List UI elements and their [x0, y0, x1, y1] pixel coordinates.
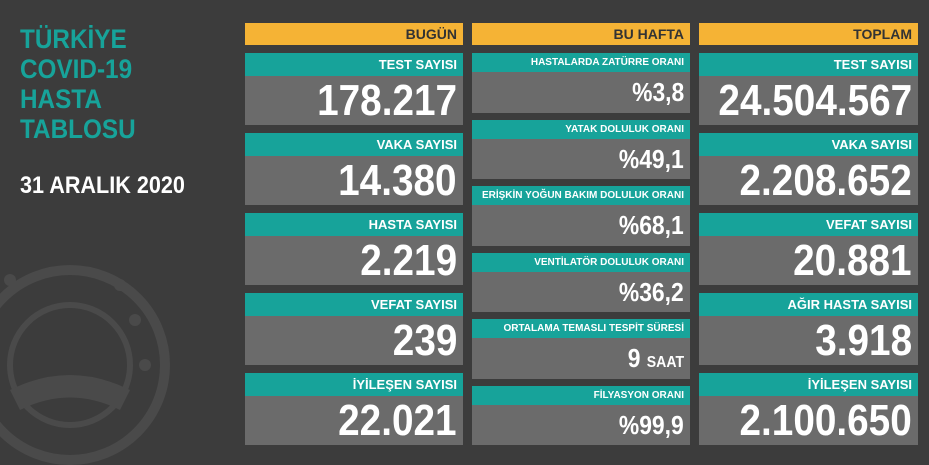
stat-card: ORTALAMA TEMASLI TESPİT SÜRESİ 9 SAAT	[472, 319, 690, 379]
card-value: %3,8	[632, 72, 684, 113]
value-text: %49,1	[619, 143, 684, 174]
card-label: FİLYASYON ORANI	[472, 385, 690, 405]
title-line: TÜRKİYE	[20, 24, 127, 54]
emblem	[0, 265, 170, 465]
card-value: 2.208.652	[740, 156, 912, 205]
value-text: 14.380	[338, 156, 457, 205]
stat-card: FİLYASYON ORANI %99,9	[472, 385, 690, 446]
title-line: TABLOSU	[20, 114, 136, 144]
card-label: YATAK DOLULUK ORANI	[472, 119, 690, 139]
card-label: AĞIR HASTA SAYISI	[699, 293, 918, 316]
card-label: HASTALARDA ZATÜRRE ORANI	[472, 53, 690, 72]
stat-card: İYİLEŞEN SAYISI 2.100.650	[699, 373, 918, 445]
column-header: BU HAFTA	[472, 23, 690, 45]
stat-card: ERİŞKİN YOĞUN BAKIM DOLULUK ORANI %68,1	[472, 186, 690, 246]
stat-card: VEFAT SAYISI 20.881	[699, 213, 918, 285]
stat-card: TEST SAYISI 24.504.567	[699, 53, 918, 125]
card-label: VAKA SAYISI	[699, 133, 918, 156]
date: 31 ARALIK 2020	[20, 172, 185, 199]
stat-card: TEST SAYISI 178.217	[245, 53, 463, 125]
card-value: 24.504.567	[718, 76, 912, 125]
card-value: 20.881	[794, 236, 912, 285]
value-text: 2.208.652	[739, 156, 912, 205]
card-label: İYİLEŞEN SAYISI	[699, 373, 918, 396]
value-text: 9	[627, 343, 641, 373]
value-text: 2.100.650	[739, 396, 912, 445]
column-header: BUGÜN	[245, 23, 463, 45]
column-header: TOPLAM	[699, 23, 918, 45]
value-text: 22.021	[338, 396, 457, 445]
title-line: HASTA	[20, 84, 102, 114]
stat-card: AĞIR HASTA SAYISI 3.918	[699, 293, 918, 365]
card-value: 239	[392, 316, 457, 365]
value-text: %68,1	[619, 210, 684, 240]
value-text: %99,9	[619, 409, 684, 440]
value-unit: SAAT	[646, 354, 684, 371]
stat-card: İYİLEŞEN SAYISI 22.021	[245, 373, 463, 445]
value-text: 178.217	[317, 76, 457, 125]
stat-card: VENTİLATÖR DOLULUK ORANI %36,2	[472, 252, 690, 313]
title: TÜRKİYE COVID-19 HASTA TABLOSU	[20, 24, 136, 144]
card-value: 178.217	[317, 76, 457, 125]
value-text: 239	[392, 316, 457, 365]
card-value: 2.219	[360, 236, 457, 285]
stat-card: HASTA SAYISI 2.219	[245, 213, 463, 285]
card-label: HASTA SAYISI	[245, 213, 463, 236]
value-text: %36,2	[619, 276, 684, 307]
card-value: %99,9	[619, 405, 684, 446]
card-value: 9 SAAT	[628, 338, 684, 379]
card-value: %36,2	[619, 272, 684, 313]
card-value: 3.918	[815, 316, 912, 365]
title-line: COVID-19	[20, 54, 133, 84]
card-label: ORTALAMA TEMASLI TESPİT SÜRESİ	[472, 319, 690, 338]
card-label: İYİLEŞEN SAYISI	[245, 373, 463, 396]
stat-card: VEFAT SAYISI 239	[245, 293, 463, 365]
stat-card: VAKA SAYISI 14.380	[245, 133, 463, 205]
value-text: %3,8	[631, 77, 684, 107]
card-value: 2.100.650	[740, 396, 912, 445]
card-label: VENTİLATÖR DOLULUK ORANI	[472, 252, 690, 272]
card-label: ERİŞKİN YOĞUN BAKIM DOLULUK ORANI	[472, 186, 690, 205]
value-text: 24.504.567	[718, 76, 912, 125]
card-value: 22.021	[339, 396, 457, 445]
value-text: 2.219	[360, 236, 457, 285]
stat-card: HASTALARDA ZATÜRRE ORANI %3,8	[472, 53, 690, 113]
card-label: TEST SAYISI	[699, 53, 918, 76]
value-text: 20.881	[793, 236, 912, 285]
card-value: %68,1	[619, 205, 684, 246]
stat-card: VAKA SAYISI 2.208.652	[699, 133, 918, 205]
stat-card: YATAK DOLULUK ORANI %49,1	[472, 119, 690, 180]
card-label: VEFAT SAYISI	[245, 293, 463, 316]
value-text: 3.918	[815, 316, 912, 365]
card-label: VAKA SAYISI	[245, 133, 463, 156]
card-label: VEFAT SAYISI	[699, 213, 918, 236]
card-label: TEST SAYISI	[245, 53, 463, 76]
card-value: %49,1	[619, 139, 684, 180]
card-value: 14.380	[339, 156, 457, 205]
